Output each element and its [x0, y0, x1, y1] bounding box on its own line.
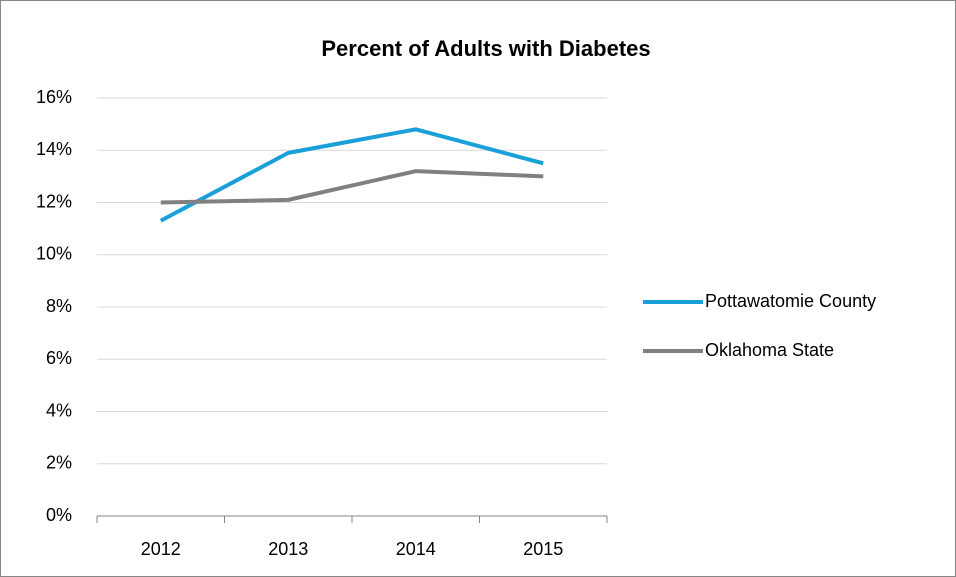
series-line [159, 127, 544, 223]
x-tick-label: 2014 [396, 539, 436, 559]
y-tick-label: 6% [46, 348, 72, 368]
y-tick-label: 4% [46, 400, 72, 420]
y-tick-label: 12% [36, 191, 72, 211]
x-tick-label: 2013 [268, 539, 308, 559]
y-tick-label: 16% [36, 87, 72, 107]
x-tick-label: 2012 [141, 539, 181, 559]
x-tick-label: 2015 [523, 539, 563, 559]
series-line [160, 169, 544, 205]
y-tick-label: 10% [36, 244, 72, 264]
y-tick-label: 0% [46, 505, 72, 525]
y-tick-label: 14% [36, 139, 72, 159]
legend-label: Oklahoma State [705, 340, 834, 360]
y-tick-label: 8% [46, 296, 72, 316]
y-tick-label: 2% [46, 453, 72, 473]
legend-label: Pottawatomie County [705, 291, 876, 311]
chart-title: Percent of Adults with Diabetes [321, 36, 650, 61]
